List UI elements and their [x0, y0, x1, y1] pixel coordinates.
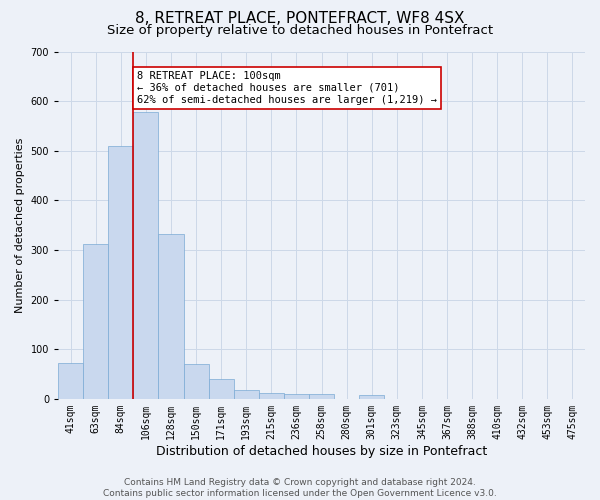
Text: Contains HM Land Registry data © Crown copyright and database right 2024.
Contai: Contains HM Land Registry data © Crown c…: [103, 478, 497, 498]
Bar: [284, 394, 309, 399]
Bar: [184, 364, 209, 399]
Bar: [309, 394, 334, 399]
Text: 8 RETREAT PLACE: 100sqm
← 36% of detached houses are smaller (701)
62% of semi-d: 8 RETREAT PLACE: 100sqm ← 36% of detache…: [137, 72, 437, 104]
Y-axis label: Number of detached properties: Number of detached properties: [15, 138, 25, 313]
Bar: [209, 379, 234, 399]
Bar: [133, 112, 158, 399]
X-axis label: Distribution of detached houses by size in Pontefract: Distribution of detached houses by size …: [156, 444, 487, 458]
Bar: [108, 146, 133, 399]
Text: 8, RETREAT PLACE, PONTEFRACT, WF8 4SX: 8, RETREAT PLACE, PONTEFRACT, WF8 4SX: [135, 11, 465, 26]
Bar: [58, 363, 83, 399]
Bar: [158, 234, 184, 399]
Text: Size of property relative to detached houses in Pontefract: Size of property relative to detached ho…: [107, 24, 493, 37]
Bar: [259, 393, 284, 399]
Bar: [83, 244, 108, 399]
Bar: [359, 395, 384, 399]
Bar: [234, 390, 259, 399]
